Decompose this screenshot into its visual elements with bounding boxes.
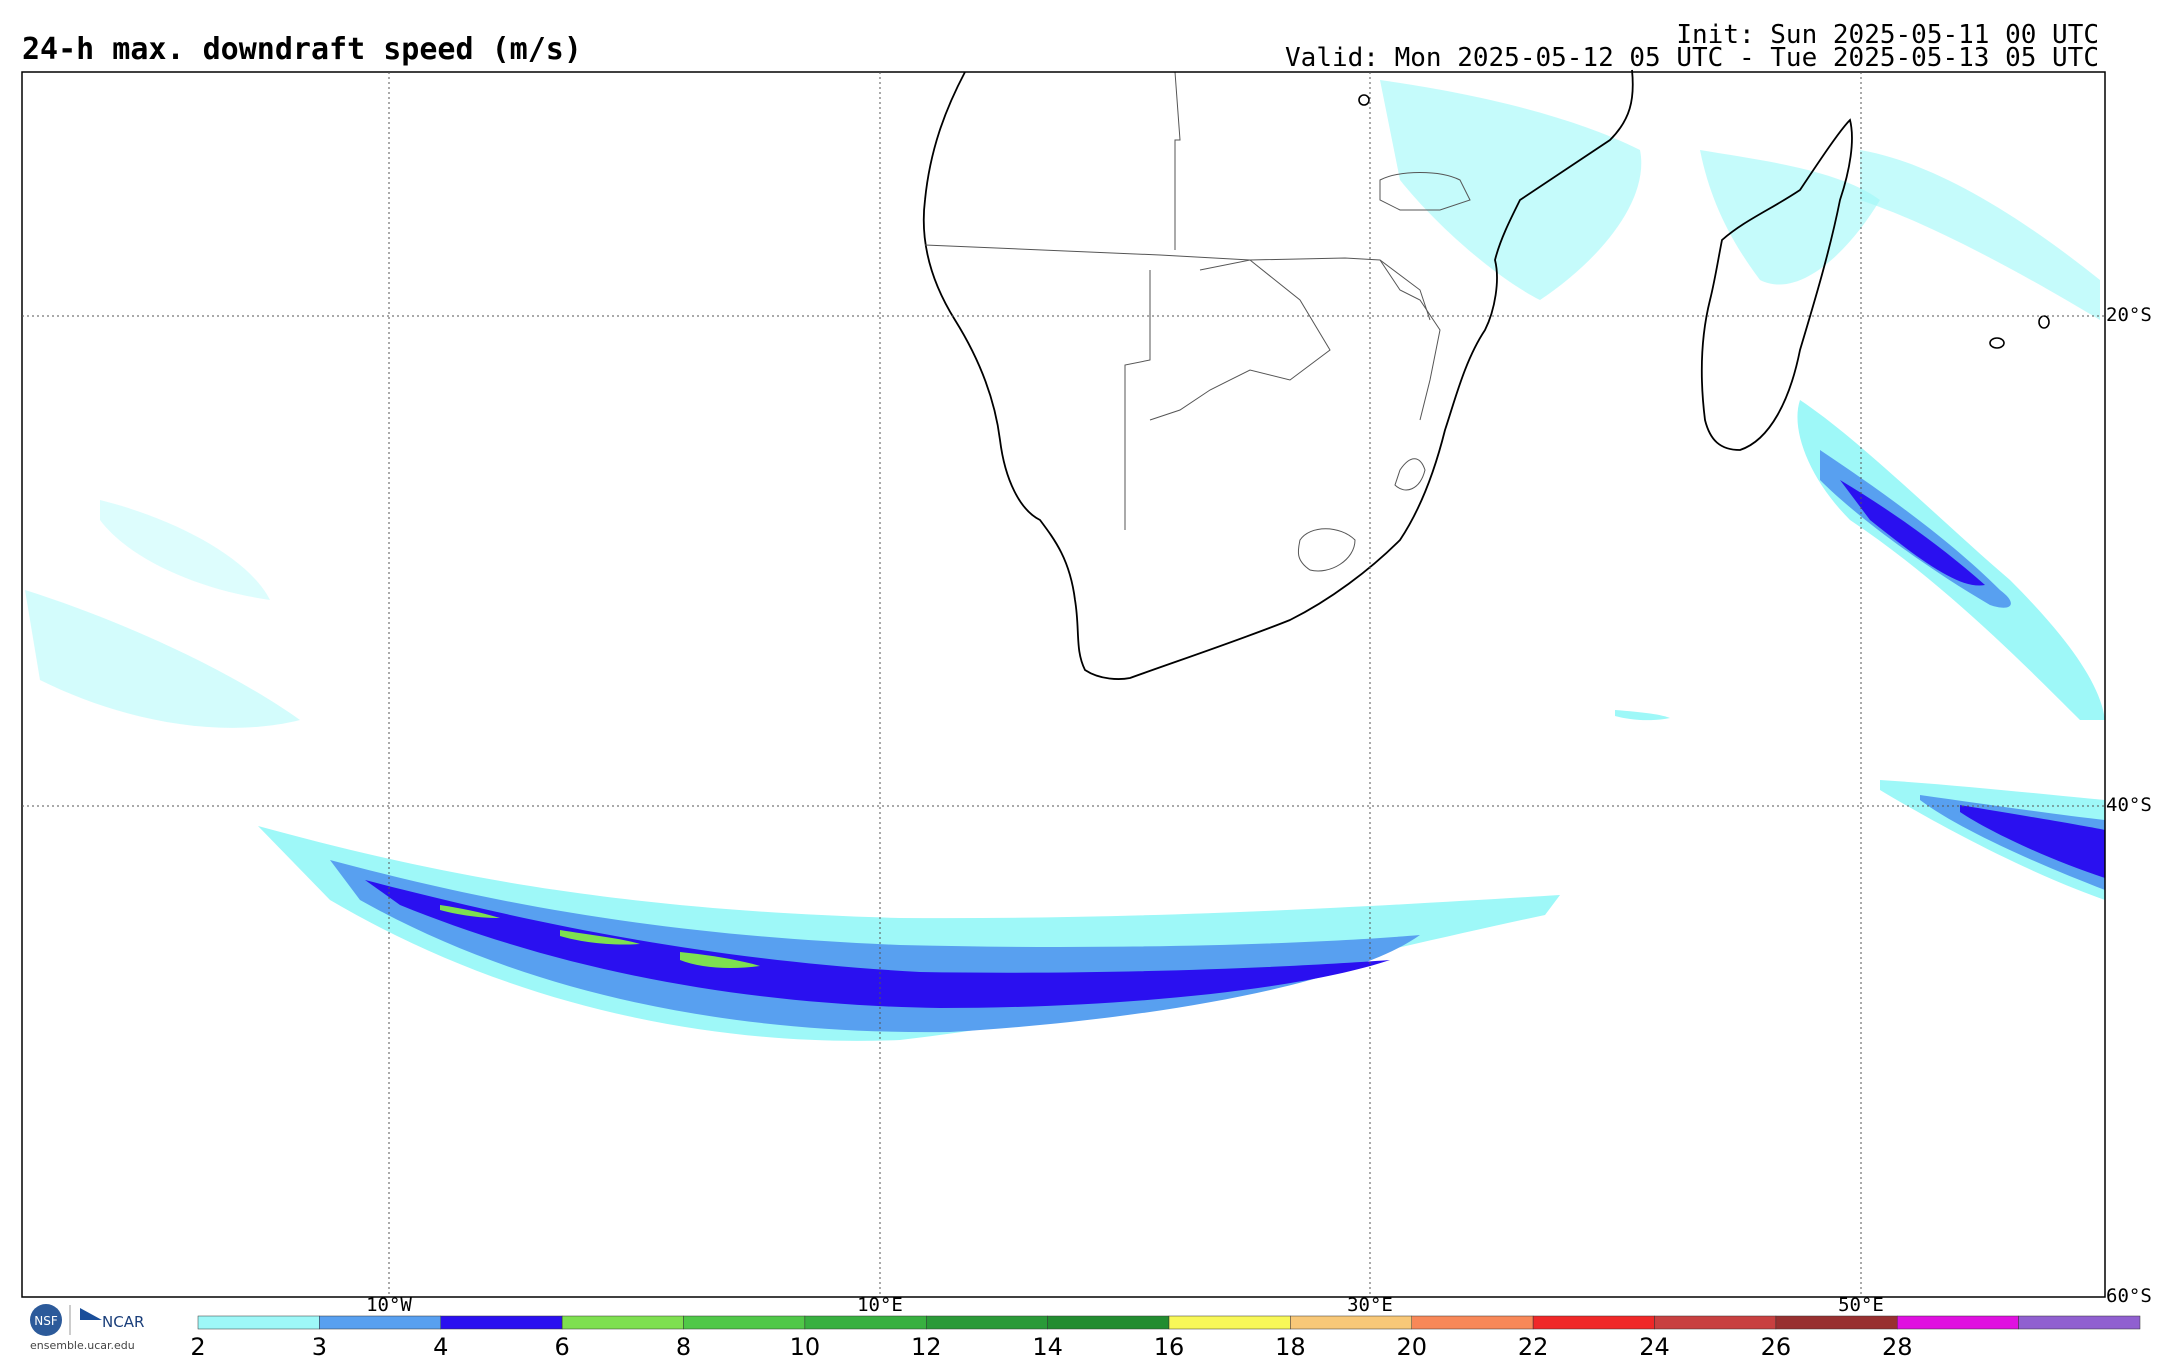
colorbar-tick-label: 20: [1396, 1333, 1428, 1361]
colorbar-tick-label: 26: [1760, 1333, 1792, 1361]
site-url: ensemble.ucar.edu: [30, 1339, 135, 1352]
nsf-logo-icon: [30, 1304, 62, 1336]
small-patch: [1615, 710, 1670, 721]
colorbar-swatch: [1654, 1315, 1777, 1330]
colorbar-tick-label: 24: [1639, 1333, 1670, 1361]
swath-green-c: [440, 905, 500, 918]
graticule: [22, 72, 2105, 1297]
longitude-label: 30°E: [1347, 1294, 1393, 1316]
colorbar-swatch: [1775, 1315, 1898, 1330]
svg-text:NSF: NSF: [34, 1314, 58, 1328]
north-patches: [1380, 80, 1642, 300]
colorbar-tick-label: 8: [675, 1333, 692, 1361]
mauritius: [1989, 337, 2005, 349]
latitude-label: 20°S: [2106, 304, 2152, 326]
latitude-label: 60°S: [2106, 1285, 2152, 1307]
colorbar-swatch: [2018, 1315, 2141, 1330]
colorbar-tick-label: 10: [789, 1333, 821, 1361]
colorbar-swatch: [1047, 1315, 1170, 1330]
swath-green-b: [560, 930, 640, 945]
colorbar-tick-label: 3: [311, 1333, 328, 1361]
colorbar-tick-label: 16: [1153, 1333, 1185, 1361]
colorbar-tick-label: 2: [190, 1333, 206, 1361]
colorbar-swatch: [804, 1315, 927, 1330]
colorbar-tick-label: 18: [1275, 1333, 1306, 1361]
africa-coast: [922, 69, 1634, 680]
west-patches: [25, 590, 300, 728]
border-b: [1124, 270, 1151, 530]
border-f: [1379, 172, 1471, 211]
madagascar-coast: [1700, 118, 1853, 451]
colorbar-swatch: [926, 1315, 1048, 1330]
valid-time: Valid: Mon 2025-05-12 05 UTC - Tue 2025-…: [1285, 43, 2099, 73]
colorbar-swatch: [1411, 1315, 1534, 1330]
longitude-label: 10°W: [366, 1294, 412, 1316]
ncar-logo: NSF NCAR: [24, 1302, 154, 1352]
east-north-patches: [1860, 150, 2100, 320]
east-swath-blue: [1920, 795, 2105, 890]
colorbar-tick-label: 4: [433, 1333, 449, 1361]
colorbar-swatch: [561, 1315, 684, 1330]
colorbar-swatch: [1290, 1315, 1412, 1330]
border-a: [924, 244, 1431, 321]
swath-dark-blue: [365, 880, 1390, 1008]
borders: [924, 71, 1471, 572]
colorbar-swatch: [1897, 1315, 2019, 1330]
map-title: 24-h max. downdraft speed (m/s): [22, 32, 582, 67]
colorbar-swatch: [440, 1315, 563, 1330]
map-frame: [21, 71, 2106, 1298]
colorbar-tick-label: 6: [554, 1333, 570, 1361]
east-swath-dark: [1960, 805, 2105, 878]
colorbar-swatch: [1168, 1315, 1291, 1330]
init-time: Init: Sun 2025-05-11 00 UTC: [1676, 20, 2099, 50]
colorbar-swatch: [319, 1315, 441, 1330]
lake-island: [1358, 94, 1370, 106]
lesotho: [1297, 528, 1356, 572]
border-e: [1379, 259, 1441, 421]
eswatini: [1394, 458, 1426, 491]
downdraft-field: [25, 80, 2105, 1041]
colorbar-swatch: [1532, 1315, 1655, 1330]
colorbar-tick-label: 14: [1032, 1333, 1063, 1361]
border-c: [1149, 259, 1331, 421]
ncar-logo-text: NCAR: [102, 1313, 144, 1331]
longitude-label: 50°E: [1838, 1294, 1884, 1316]
latitude-label: 40°S: [2106, 794, 2152, 816]
coastlines: [922, 69, 1853, 680]
madagascar-patches: [1700, 150, 1880, 285]
swath-green-a: [680, 952, 760, 968]
longitude-label: 10°E: [857, 1294, 903, 1316]
colorbar-tick-label: 12: [910, 1333, 942, 1361]
border-d: [1174, 71, 1181, 250]
ncar-mark-icon: [80, 1308, 102, 1320]
reunion: [2038, 315, 2050, 329]
colorbar-swatch: [197, 1315, 320, 1330]
madagascar-band-dark: [1840, 480, 1985, 586]
colorbar: [197, 1315, 2141, 1330]
colorbar-tick-label: 28: [1881, 1333, 1913, 1361]
colorbar-tick-label: 22: [1517, 1333, 1549, 1361]
colorbar-swatch: [683, 1315, 806, 1330]
west-patches-b: [100, 500, 270, 600]
